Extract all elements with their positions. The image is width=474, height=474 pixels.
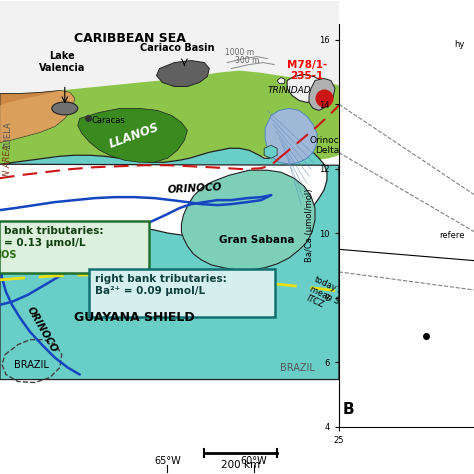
Text: Orinoco
Delta: Orinoco Delta <box>310 136 345 155</box>
Text: 200 km: 200 km <box>221 460 260 470</box>
Polygon shape <box>277 78 285 83</box>
Y-axis label: Ba/Ca (μmol/mol): Ba/Ca (μmol/mol) <box>305 188 314 262</box>
Polygon shape <box>0 91 75 142</box>
Text: M78/1-
235-1: M78/1- 235-1 <box>287 60 327 82</box>
Text: bank tributaries:
= 0.13 μmol/L: bank tributaries: = 0.13 μmol/L <box>4 226 103 248</box>
Text: right bank tributaries:
Ba²⁺ = 0.09 μmol/L: right bank tributaries: Ba²⁺ = 0.09 μmol… <box>95 274 227 296</box>
Polygon shape <box>265 109 317 164</box>
Text: B: B <box>343 402 355 417</box>
Text: today's
mean Summer
ITCZ: today's mean Summer ITCZ <box>304 275 373 328</box>
Text: 60°W: 60°W <box>241 456 267 466</box>
Text: GUAYANA SHIELD: GUAYANA SHIELD <box>74 311 195 324</box>
Text: hy: hy <box>454 40 465 49</box>
Polygon shape <box>0 91 75 142</box>
Text: 300 m: 300 m <box>235 56 259 65</box>
Text: NOS: NOS <box>0 250 17 260</box>
Text: BRAZIL: BRAZIL <box>15 360 49 370</box>
Text: LLANOS: LLANOS <box>108 120 162 150</box>
Text: Lake
Valencia: Lake Valencia <box>38 51 85 73</box>
Polygon shape <box>0 1 339 93</box>
Polygon shape <box>78 109 187 162</box>
Ellipse shape <box>52 102 78 115</box>
Polygon shape <box>0 148 339 380</box>
FancyBboxPatch shape <box>89 269 275 317</box>
Polygon shape <box>309 79 335 110</box>
Text: Caracas: Caracas <box>91 116 126 125</box>
Text: 65°W: 65°W <box>154 456 181 466</box>
Polygon shape <box>156 61 210 86</box>
Text: refere: refere <box>439 231 465 240</box>
Text: Cariaco Basin: Cariaco Basin <box>140 43 215 53</box>
Polygon shape <box>287 74 324 102</box>
Text: BRAZIL: BRAZIL <box>280 363 314 373</box>
Text: CARIBBEAN SEA: CARIBBEAN SEA <box>73 32 185 45</box>
Text: ZUELA: ZUELA <box>4 121 13 149</box>
Text: Gran Sabana: Gran Sabana <box>219 235 295 245</box>
Polygon shape <box>264 146 277 158</box>
Text: ORINOCO: ORINOCO <box>167 182 222 195</box>
Text: TRINIDAD: TRINIDAD <box>267 86 311 95</box>
Polygon shape <box>0 71 339 164</box>
FancyBboxPatch shape <box>0 221 148 273</box>
Polygon shape <box>182 170 315 270</box>
Text: N AREA: N AREA <box>3 145 12 176</box>
Text: ORINOCO: ORINOCO <box>25 305 59 355</box>
Text: 1000 m: 1000 m <box>225 48 254 57</box>
